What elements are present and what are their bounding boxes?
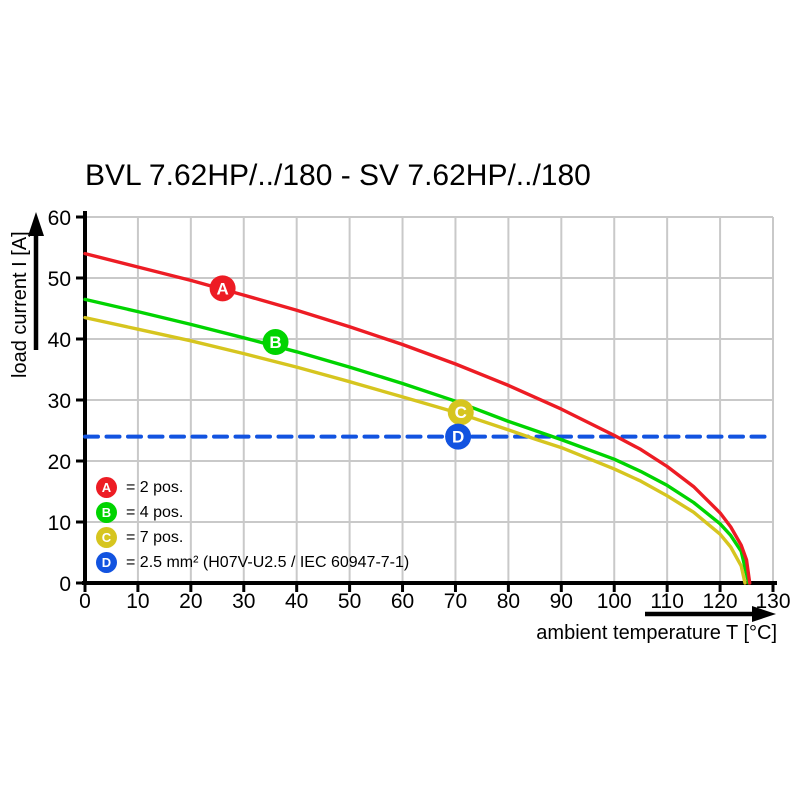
curve-B bbox=[83, 297, 751, 585]
curve-A bbox=[83, 251, 752, 585]
curve-marker-letter-A: A bbox=[216, 279, 228, 298]
x-tick-label: 110 bbox=[650, 590, 683, 613]
legend-item-C: C = 7 pos. bbox=[96, 527, 409, 548]
x-tick-label: 80 bbox=[497, 590, 520, 613]
x-tick-label: 100 bbox=[597, 590, 632, 613]
y-tick-label: 40 bbox=[48, 329, 71, 352]
legend-marker-D-icon: D bbox=[96, 552, 117, 573]
curve-marker-letter-B: B bbox=[269, 333, 281, 352]
curve-marker-A-icon bbox=[209, 275, 236, 302]
y-axis-label: load current I [A] bbox=[9, 231, 31, 378]
chart-legend: A = 2 pos. B = 4 pos. C = 7 pos. D = 2.5 mm² (H… bbox=[96, 477, 409, 573]
y-tick-label: 0 bbox=[59, 573, 71, 596]
legend-marker-B-icon: B bbox=[96, 502, 117, 523]
curve-C bbox=[83, 315, 747, 585]
x-tick-label: 60 bbox=[391, 590, 414, 613]
y-tick-label: 30 bbox=[48, 390, 71, 413]
legend-item-A: A = 2 pos. bbox=[96, 477, 409, 498]
x-axis-arrowhead-icon bbox=[752, 606, 776, 622]
y-tick-label: 60 bbox=[48, 207, 71, 230]
x-tick-label: 0 bbox=[79, 590, 91, 613]
y-tick-label: 10 bbox=[48, 512, 71, 535]
legend-marker-C-icon: C bbox=[96, 527, 117, 548]
y-tick-label: 50 bbox=[48, 268, 71, 291]
curve-marker-letter-D: D bbox=[452, 428, 464, 447]
legend-label-A: = 2 pos. bbox=[126, 478, 184, 496]
curve-marker-letter-C: C bbox=[455, 403, 467, 422]
x-axis-label: ambient temperature T [°C] bbox=[536, 622, 777, 644]
x-tick-label: 120 bbox=[703, 590, 738, 613]
x-tick-label: 90 bbox=[550, 590, 573, 613]
legend-item-D: D = 2.5 mm² (H07V-U2.5 / IEC 60947-7-1) bbox=[96, 552, 409, 573]
y-tick-label: 20 bbox=[48, 451, 71, 474]
legend-label-D: = 2.5 mm² (H07V-U2.5 / IEC 60947-7-1) bbox=[126, 553, 410, 571]
x-tick-label: 50 bbox=[338, 590, 361, 613]
legend-label-C: = 7 pos. bbox=[126, 528, 184, 546]
x-tick-label: 40 bbox=[285, 590, 308, 613]
x-tick-label: 20 bbox=[179, 590, 202, 613]
curve-marker-D-icon bbox=[445, 423, 472, 450]
x-tick-label: 10 bbox=[126, 590, 149, 613]
legend-item-B: B = 4 pos. bbox=[96, 502, 409, 523]
curve-marker-C-icon bbox=[447, 399, 474, 426]
y-axis-arrowhead-icon bbox=[28, 212, 44, 236]
chart-title: BVL 7.62HP/../180 - SV 7.62HP/../180 bbox=[85, 159, 591, 192]
legend-marker-A-icon: A bbox=[96, 477, 117, 498]
legend-label-B: = 4 pos. bbox=[126, 503, 184, 521]
x-tick-label: 130 bbox=[755, 590, 790, 613]
curve-marker-B-icon bbox=[262, 329, 289, 356]
x-tick-label: 30 bbox=[232, 590, 255, 613]
x-tick-label: 70 bbox=[444, 590, 467, 613]
